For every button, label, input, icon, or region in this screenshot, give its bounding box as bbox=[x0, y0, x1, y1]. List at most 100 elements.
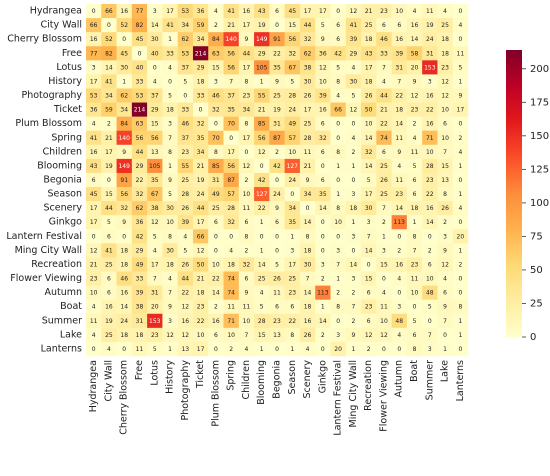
cell-value: 0 bbox=[107, 177, 111, 184]
cell-value: 43 bbox=[258, 8, 266, 15]
heatmap-cell bbox=[284, 327, 301, 343]
cell-value: 10 bbox=[426, 149, 434, 156]
heatmap-cell bbox=[345, 313, 362, 329]
cell-value: 32 bbox=[365, 149, 373, 156]
cell-value: 2 bbox=[245, 247, 249, 254]
cell-value: 48 bbox=[426, 290, 434, 297]
heatmap-cell bbox=[361, 46, 377, 61]
heatmap-cell bbox=[452, 327, 469, 343]
heatmap-cell bbox=[376, 229, 392, 244]
heatmap-cell bbox=[391, 257, 408, 272]
heatmap-cell bbox=[361, 172, 377, 188]
heatmap-cell bbox=[452, 313, 469, 329]
cell-value: 1 bbox=[458, 332, 462, 339]
cell-value: 91 bbox=[273, 36, 281, 43]
cell-value: 23 bbox=[426, 177, 434, 184]
y-tick-label: Spring bbox=[51, 132, 82, 143]
cell-value: 28 bbox=[227, 205, 235, 212]
heatmap-cell bbox=[269, 32, 285, 47]
cell-value: 24 bbox=[426, 36, 434, 43]
cell-value: 9 bbox=[443, 247, 447, 254]
cell-value: 10 bbox=[395, 8, 403, 15]
heatmap-cell bbox=[299, 341, 316, 357]
cell-value: 17 bbox=[105, 149, 113, 156]
cell-value: 26 bbox=[365, 93, 373, 100]
cell-value: 30 bbox=[304, 261, 312, 268]
x-tick-label: Flower Viewing bbox=[378, 360, 389, 432]
cell-value: 8 bbox=[168, 233, 172, 240]
cell-value: 140 bbox=[118, 135, 130, 142]
heatmap-cell bbox=[376, 327, 392, 343]
heatmap-cell bbox=[101, 158, 117, 174]
colorbar-tick-label: 25 bbox=[530, 298, 543, 309]
cell-value: 36 bbox=[90, 107, 98, 114]
heatmap-cell bbox=[361, 243, 377, 258]
heatmap-cell bbox=[147, 74, 163, 89]
heatmap-cell bbox=[86, 88, 102, 103]
cell-value: 6 bbox=[214, 219, 218, 226]
heatmap-cell bbox=[422, 299, 438, 315]
cell-value: 4 bbox=[92, 332, 96, 339]
heatmap-cell bbox=[391, 158, 408, 174]
cell-value: 34 bbox=[181, 22, 189, 29]
heatmap-cell bbox=[238, 130, 255, 146]
cell-value: 24 bbox=[273, 191, 281, 198]
heatmap-cell bbox=[299, 271, 316, 286]
heatmap-cell bbox=[131, 46, 148, 61]
heatmap-cell bbox=[361, 32, 377, 47]
cell-value: 77 bbox=[136, 8, 144, 15]
y-tick-label: Season bbox=[48, 189, 82, 200]
heatmap-cell bbox=[254, 201, 270, 216]
heatmap-cell bbox=[101, 18, 117, 33]
heatmap-cell bbox=[452, 130, 469, 146]
cell-value: 59 bbox=[197, 22, 205, 29]
heatmap-cell bbox=[238, 257, 255, 272]
cell-value: 2 bbox=[351, 149, 355, 156]
cell-value: 23 bbox=[441, 64, 449, 71]
cell-value: 0 bbox=[321, 346, 325, 353]
cell-value: 26 bbox=[181, 261, 189, 268]
heatmap-cell bbox=[86, 32, 102, 47]
heatmap-cell bbox=[177, 116, 194, 132]
heatmap-cell bbox=[162, 299, 178, 315]
heatmap-cell bbox=[116, 285, 133, 300]
cell-value: 8 bbox=[336, 304, 340, 311]
cell-value: 1 bbox=[168, 163, 172, 170]
cell-value: 38 bbox=[151, 205, 159, 212]
heatmap-cell bbox=[238, 341, 255, 357]
heatmap-cell bbox=[406, 187, 423, 202]
cell-value: 49 bbox=[136, 261, 144, 268]
x-tick-label: Photography bbox=[180, 360, 191, 421]
cell-value: 9 bbox=[413, 78, 417, 85]
heatmap-cell bbox=[299, 60, 316, 75]
heatmap-cell bbox=[116, 327, 133, 343]
cell-value: 149 bbox=[118, 163, 130, 170]
cell-value: 127 bbox=[256, 191, 268, 198]
heatmap-cell bbox=[406, 144, 423, 160]
heatmap-cell bbox=[437, 158, 454, 174]
cell-value: 33 bbox=[181, 107, 189, 114]
cell-value: 0 bbox=[458, 36, 462, 43]
heatmap-cell bbox=[269, 187, 285, 202]
heatmap-cell bbox=[192, 285, 209, 300]
heatmap-cell bbox=[269, 46, 285, 61]
cell-value: 14 bbox=[395, 205, 403, 212]
heatmap-cell bbox=[131, 299, 148, 315]
heatmap-cell bbox=[406, 4, 423, 19]
heatmap-cell bbox=[315, 130, 331, 146]
cell-value: 3 bbox=[290, 247, 294, 254]
cell-value: 0 bbox=[382, 346, 386, 353]
heatmap-cell bbox=[376, 341, 392, 357]
cell-value: 29 bbox=[151, 107, 159, 114]
heatmap-cell bbox=[391, 327, 408, 343]
heatmap-cell bbox=[422, 18, 438, 33]
y-tick-label: Photography bbox=[21, 90, 82, 101]
heatmap-cell bbox=[437, 74, 454, 89]
cell-value: 5 bbox=[153, 233, 157, 240]
heatmap-cell bbox=[284, 243, 301, 258]
cell-value: 0 bbox=[321, 247, 325, 254]
cell-value: 12 bbox=[411, 93, 419, 100]
heatmap-cell bbox=[284, 257, 301, 272]
heatmap-cell bbox=[238, 144, 255, 160]
cell-value: 23 bbox=[90, 276, 98, 283]
